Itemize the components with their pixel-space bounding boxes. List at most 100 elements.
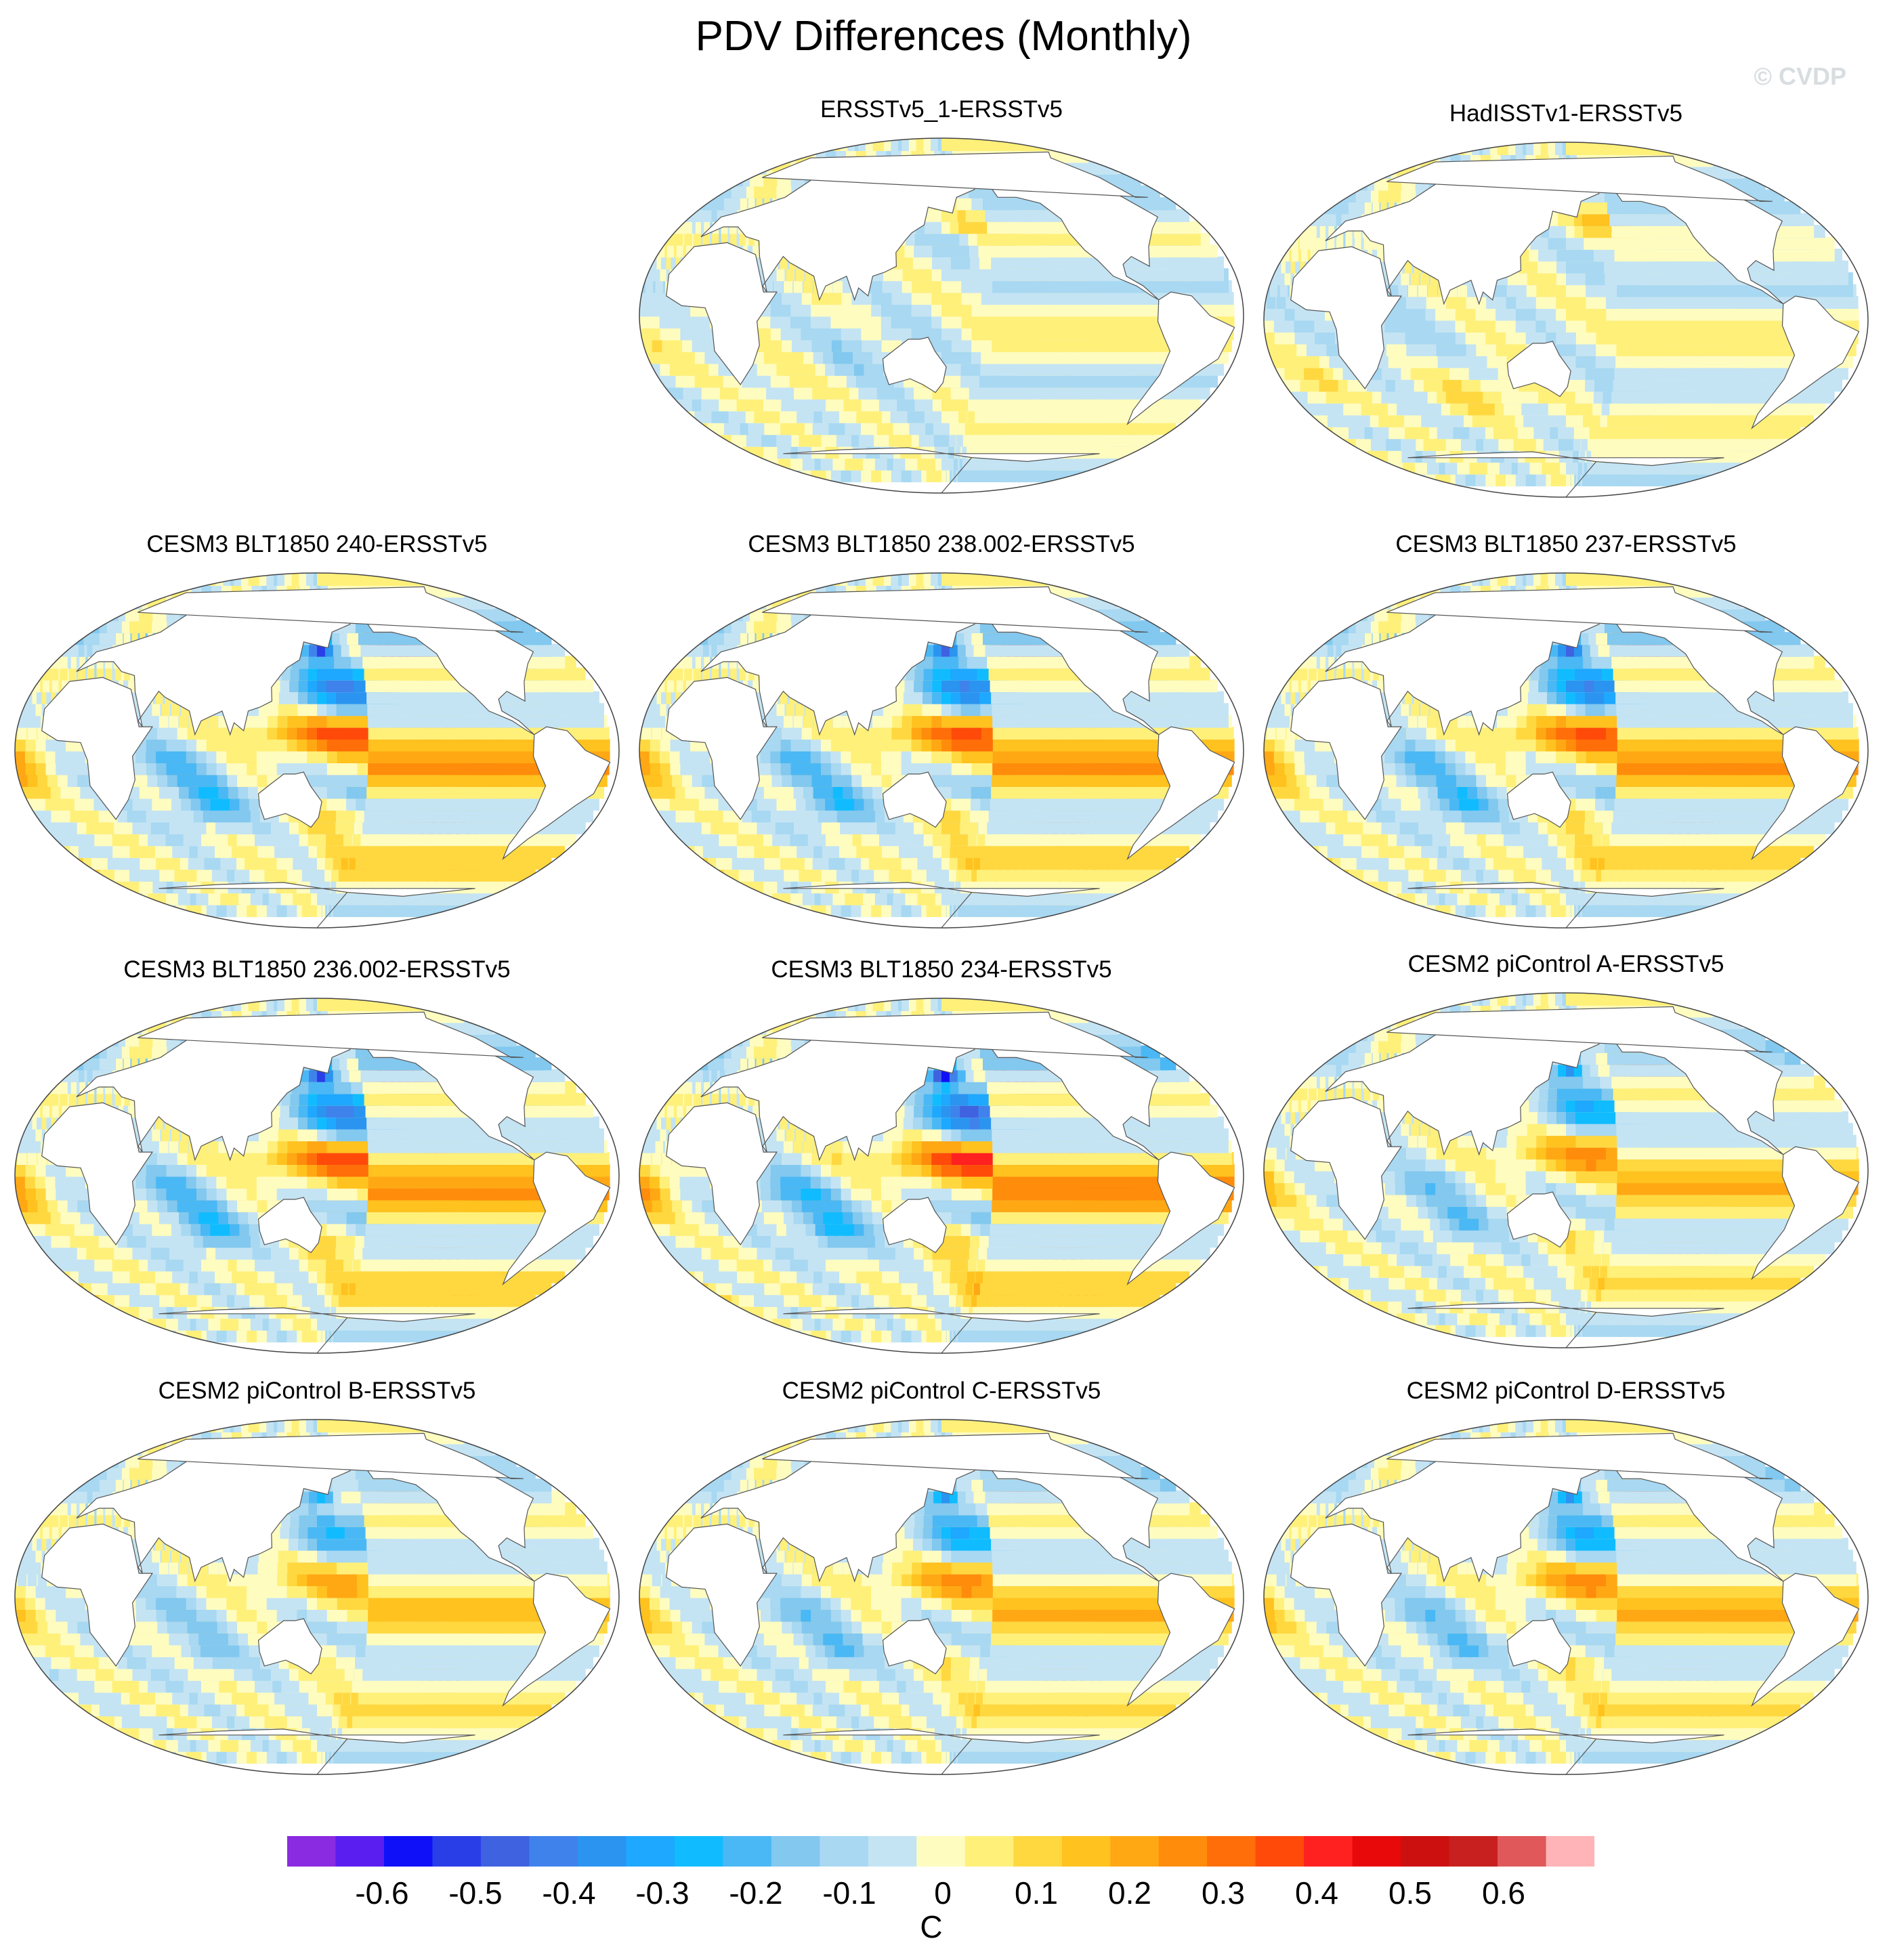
anomaly-cell xyxy=(1600,414,1607,427)
panel-title: HadISSTv1-ERSSTv5 xyxy=(1449,100,1683,127)
anomaly-cell xyxy=(197,727,208,740)
anomaly-cell xyxy=(951,316,963,328)
anomaly-cell xyxy=(675,256,681,270)
anomaly-cell xyxy=(977,232,989,246)
anomaly-cell xyxy=(1558,213,1567,226)
anomaly-cell xyxy=(346,786,357,799)
anomaly-cell xyxy=(1535,296,1547,310)
anomaly-cell xyxy=(950,244,962,258)
anomaly-cell xyxy=(1556,249,1567,262)
anomaly-cell xyxy=(1542,426,1552,440)
anomaly-cell xyxy=(918,433,929,447)
anomaly-cell xyxy=(979,256,992,270)
anomaly-cell xyxy=(872,280,883,293)
anomaly-cell xyxy=(692,221,696,234)
anomaly-cell xyxy=(941,303,953,317)
anomaly-cell xyxy=(911,327,923,341)
anomaly-cell xyxy=(344,821,354,834)
anomaly-cell xyxy=(1571,473,1575,487)
anomaly-cell xyxy=(1582,213,1593,226)
anomaly-cell xyxy=(921,303,933,317)
anomaly-cell xyxy=(278,703,289,717)
anomaly-cell xyxy=(308,667,318,681)
anomaly-cell xyxy=(820,327,833,341)
anomaly-cell xyxy=(317,738,328,752)
anomaly-cell xyxy=(1456,343,1468,356)
copyright-watermark: © CVDP xyxy=(1754,62,1846,90)
anomaly-cell xyxy=(822,339,834,352)
anomaly-cell xyxy=(317,656,327,669)
anomaly-cell xyxy=(761,185,771,198)
anomaly-cell xyxy=(347,773,358,787)
anomaly-cell xyxy=(1556,473,1564,487)
anomaly-cell xyxy=(660,327,673,341)
anomaly-cell xyxy=(740,197,748,211)
anomaly-cell xyxy=(823,351,836,364)
anomaly-cell xyxy=(923,398,934,412)
anomaly-cell xyxy=(980,362,990,376)
anomaly-cell xyxy=(941,221,952,234)
anomaly-cell xyxy=(352,667,364,681)
anomaly-cell xyxy=(67,667,69,681)
anomaly-cell xyxy=(317,892,323,906)
anomaly-cell xyxy=(247,738,258,752)
anomaly-cell xyxy=(277,715,289,728)
anomaly-cell xyxy=(923,232,933,246)
anomaly-cell xyxy=(331,880,337,894)
anomaly-cell xyxy=(1575,402,1584,416)
anomaly-cell xyxy=(317,762,328,775)
anomaly-cell xyxy=(844,362,857,376)
anomaly-cell xyxy=(941,244,952,258)
anomaly-cell xyxy=(923,244,933,258)
anomaly-cell xyxy=(941,339,953,352)
anomaly-field xyxy=(1264,142,1860,497)
anomaly-cell xyxy=(207,727,218,740)
anomaly-cell xyxy=(973,422,980,435)
anomaly-cell xyxy=(960,256,972,270)
anomaly-cell xyxy=(700,221,704,234)
anomaly-cell xyxy=(970,256,981,270)
anomaly-cell xyxy=(1386,343,1399,356)
anomaly-cell xyxy=(326,703,338,717)
anomaly-cell xyxy=(1540,414,1551,427)
anomaly-cell xyxy=(1290,260,1296,274)
anomaly-cell xyxy=(925,422,935,435)
anomaly-cell xyxy=(790,316,802,328)
anomaly-cell xyxy=(1364,201,1372,215)
anomaly-cell xyxy=(1590,426,1597,440)
anomaly-cell xyxy=(236,750,248,763)
anomaly-cell xyxy=(1395,331,1407,345)
anomaly-cell xyxy=(854,362,867,376)
anomaly-cell xyxy=(1575,236,1586,250)
anomaly-cell xyxy=(904,386,916,400)
anomaly-cell xyxy=(897,398,909,412)
anomaly-cell xyxy=(832,351,846,364)
anomaly-cell xyxy=(700,232,703,246)
anomaly-cell xyxy=(1595,284,1607,297)
anomaly-cell xyxy=(1289,249,1292,262)
anomaly-cell xyxy=(345,809,356,823)
anomaly-cell xyxy=(981,280,993,293)
anomaly-cell xyxy=(276,750,288,763)
anomaly-cell xyxy=(1566,461,1572,475)
anomaly-cell xyxy=(1428,284,1437,297)
anomaly-cell xyxy=(287,715,299,728)
anomaly-cell xyxy=(1538,249,1548,262)
anomaly-cell xyxy=(1446,343,1459,356)
anomaly-cell xyxy=(266,738,278,752)
anomaly-cell xyxy=(1560,461,1567,475)
anomaly-cell xyxy=(813,351,826,364)
anomaly-cell xyxy=(931,268,943,282)
anomaly-cell xyxy=(921,316,933,328)
anomaly-cell xyxy=(326,821,336,834)
anomaly-cell xyxy=(950,398,960,412)
anomaly-cell xyxy=(941,268,953,282)
anomaly-cell xyxy=(1416,296,1426,310)
anomaly-cell xyxy=(1465,307,1477,321)
anomaly-cell xyxy=(1405,331,1418,345)
anomaly-cell xyxy=(317,703,328,717)
anomaly-cell xyxy=(1550,426,1560,440)
anomaly-cell xyxy=(870,316,883,328)
anomaly-cell xyxy=(961,351,972,364)
anomaly-cell xyxy=(1556,284,1567,297)
